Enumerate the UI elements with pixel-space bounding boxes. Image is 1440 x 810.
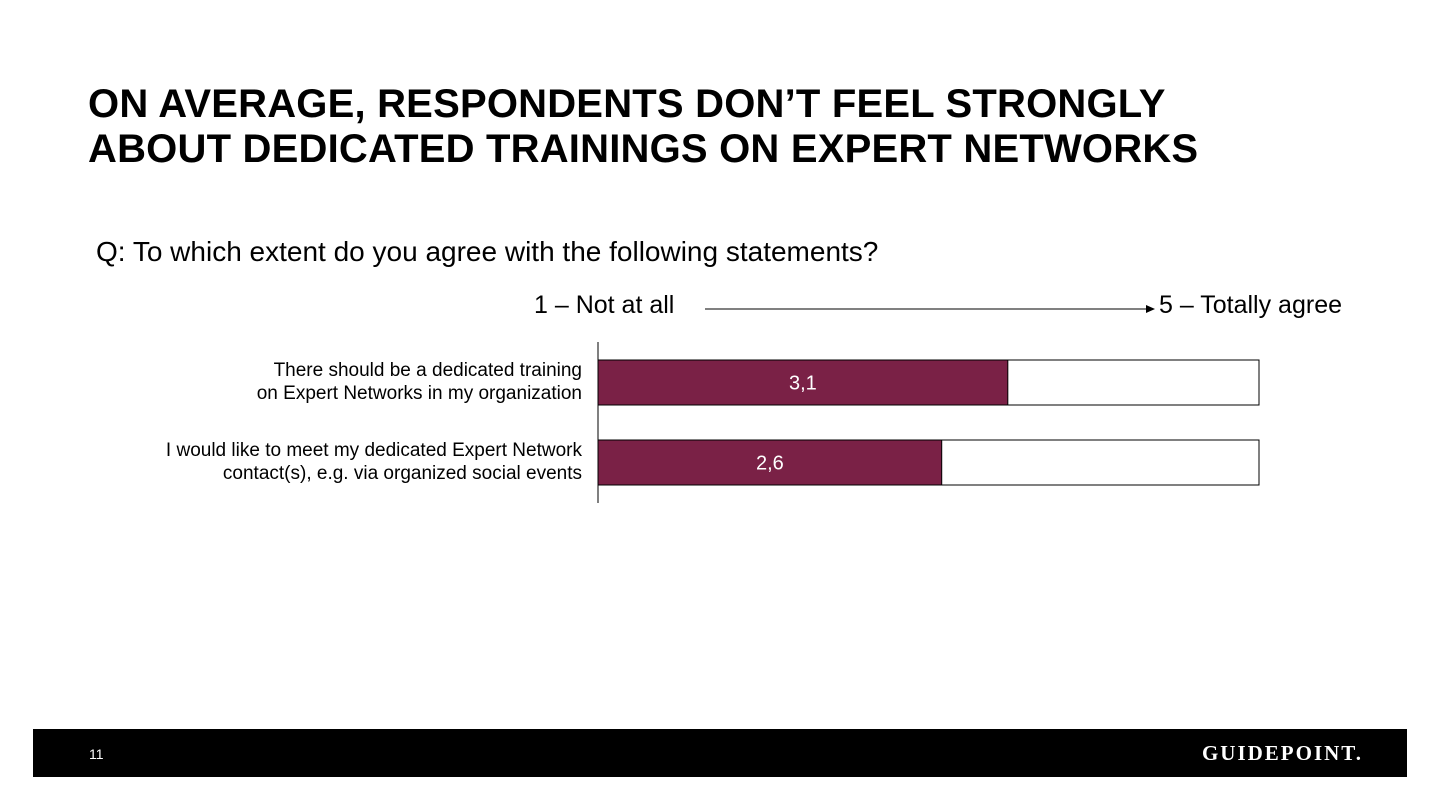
bar-value-label-2: 2,6 [756,453,784,475]
category-label-1-line-1: There should be a dedicated training [273,360,582,381]
category-label-2-line-2: contact(s), e.g. via organized social ev… [222,463,582,484]
bar-value-label-1: 3,1 [789,373,817,395]
page-number: 11 [89,746,104,762]
scale-high-label: 5 – Totally agree [1159,291,1342,319]
question-text: Q: To which extent do you agree with the… [96,236,879,267]
category-label-2: I would like to meet my dedicated Expert… [166,439,582,485]
scale-low-label: 1 – Not at all [534,291,675,319]
category-label-1: There should be a dedicated training on E… [257,359,582,405]
guidepoint-logo: GUIDEPOINT. [1201,741,1363,765]
title-line-1: ON AVERAGE, RESPONDENTS DON’T FEEL STRON… [88,82,1166,126]
category-label-2-line-1: I would like to meet my dedicated Expert… [165,440,582,461]
title-line-2: ABOUT DEDICATED TRAININGS ON EXPERT NETW… [88,127,1199,171]
footer-bar: 11 GUIDEPOINT. [33,729,1407,777]
slide-title: ON AVERAGE, RESPONDENTS DON’T FEEL STRON… [88,82,1348,172]
bar-2 [597,439,943,486]
scale-arrow-icon [705,305,1155,313]
category-label-1-line-2: on Expert Networks in my organization [256,383,582,404]
bar-1 [597,359,1009,406]
